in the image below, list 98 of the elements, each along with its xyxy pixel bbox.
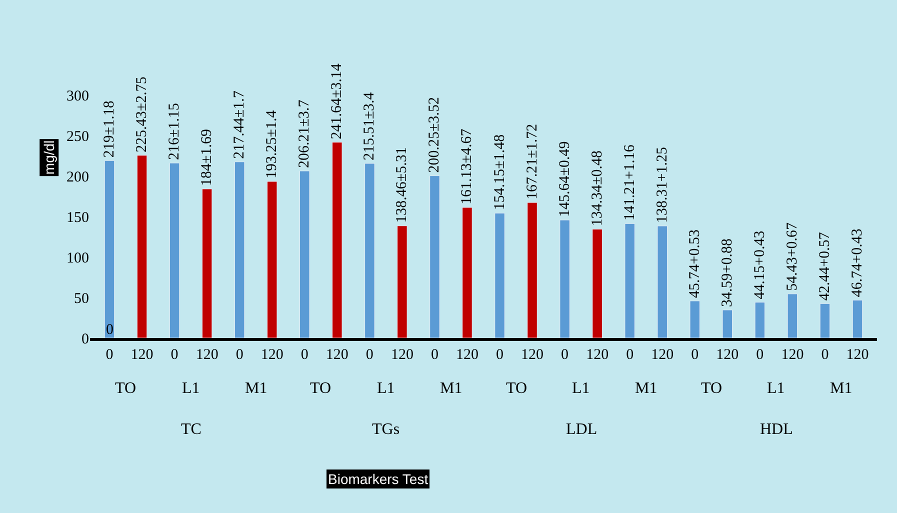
text: TC	[181, 421, 202, 438]
bar	[332, 142, 342, 338]
data-label: 216±1.15	[166, 103, 183, 160]
y-axis-title: mg/dl	[41, 140, 58, 175]
bar	[494, 212, 505, 338]
data-label: 225.43±2.75	[134, 76, 150, 152]
bar	[592, 228, 602, 338]
bar	[397, 226, 408, 338]
text: TO	[506, 380, 528, 397]
text: L1	[767, 380, 785, 397]
data-label: 193.25±1.4	[264, 110, 280, 178]
y-tick-label: 0	[82, 331, 89, 348]
bar	[722, 310, 733, 338]
data-label: 138.46±5.31	[394, 147, 410, 223]
data-label: 138.31+1.25	[654, 147, 670, 223]
x-tick-label: 120	[651, 347, 674, 363]
text: LDL	[566, 421, 598, 438]
text: HDL	[760, 421, 793, 438]
text: M1	[440, 380, 462, 397]
bar	[690, 300, 700, 338]
bar	[169, 162, 180, 338]
data-label: 154.15±1.48	[492, 134, 508, 210]
x-tick-label: 0	[366, 347, 374, 363]
x-tick-label: 120	[716, 347, 739, 363]
x-tick-label: 120	[390, 347, 414, 363]
x-tick-label: 120	[456, 347, 478, 363]
data-label: 161.13±4.67	[459, 128, 476, 204]
data-label: 42.44+0.57	[816, 232, 833, 301]
y-tick-label: 50	[74, 290, 89, 307]
x-tick-label: 0	[430, 347, 438, 363]
x-tick-label: 0	[561, 347, 569, 363]
bar	[462, 207, 472, 338]
text: TO	[701, 380, 722, 397]
bar	[202, 188, 212, 338]
x-tick-label: 120	[846, 347, 869, 363]
data-label: 44.15+0.43	[752, 230, 768, 300]
data-label: 215.51±3.4	[362, 92, 378, 160]
x-tick-label: 120	[130, 347, 154, 363]
x-tick-label: 0	[626, 347, 634, 363]
annotation: 0	[106, 322, 114, 338]
data-label: 217.44±1.7	[232, 90, 248, 159]
data-label: 54.43+0.67	[784, 222, 800, 291]
data-label: 34.59+0.88	[719, 238, 736, 307]
bar	[266, 181, 278, 338]
bar	[234, 162, 245, 338]
data-label: 45.74+0.53	[686, 229, 703, 298]
bar	[754, 302, 766, 338]
text: TO	[310, 380, 332, 397]
text: M1	[830, 380, 852, 397]
data-label: 219±1.18	[102, 100, 118, 158]
x-tick-label: 0	[496, 347, 504, 363]
bar	[560, 220, 570, 338]
data-label: 46.74+0.43	[849, 228, 866, 298]
bar	[852, 300, 863, 338]
y-tick-label: 100	[66, 250, 89, 266]
y-tick-label: 300	[66, 88, 89, 104]
bar	[657, 226, 668, 338]
x-tick-label: 0	[691, 347, 699, 363]
data-label: 167.21±1.72	[524, 124, 540, 200]
x-tick-label: 0	[821, 347, 829, 363]
data-label: 206.21±3.7	[296, 99, 313, 168]
x-tick-label: 120	[781, 347, 804, 363]
text: TO	[115, 380, 136, 397]
x-tick-label: 120	[521, 347, 544, 363]
text: Biomarkers Test	[328, 471, 428, 487]
x-tick-label: 120	[260, 347, 284, 363]
data-label: 184±1.69	[199, 128, 216, 186]
x-tick-label: 0	[756, 347, 764, 363]
x-tick-label: 0	[106, 347, 114, 363]
data-label: 145.64±0.49	[556, 141, 573, 218]
bar	[364, 163, 375, 338]
data-label: 141.21+1.16	[622, 144, 638, 221]
bar	[820, 303, 830, 338]
y-tick-label: 200	[66, 169, 89, 186]
y-tick-label: 250	[66, 128, 89, 145]
bar	[104, 160, 115, 338]
data-label: 241.64±3.14	[329, 63, 346, 140]
y-tick-label: 150	[66, 210, 89, 226]
bar	[300, 170, 310, 338]
x-tick-label: 0	[170, 347, 178, 363]
text: TGs	[372, 421, 400, 438]
bar	[624, 223, 635, 338]
x-tick-label: 0	[236, 347, 244, 363]
bar	[787, 294, 798, 338]
x-tick-label: 120	[326, 347, 348, 363]
text: L1	[572, 380, 590, 397]
x-tick-label: 120	[586, 347, 609, 363]
bar	[527, 202, 538, 338]
x-tick-label: 0	[300, 347, 308, 363]
text: M1	[245, 380, 268, 397]
x-tick-label: 120	[196, 347, 218, 363]
text: M1	[635, 380, 658, 397]
text: L1	[377, 380, 395, 397]
text: L1	[182, 380, 200, 397]
bar	[136, 155, 148, 338]
data-label: 134.34±0.48	[589, 150, 606, 226]
data-label: 200.25±3.52	[426, 97, 443, 173]
bar	[430, 176, 440, 338]
